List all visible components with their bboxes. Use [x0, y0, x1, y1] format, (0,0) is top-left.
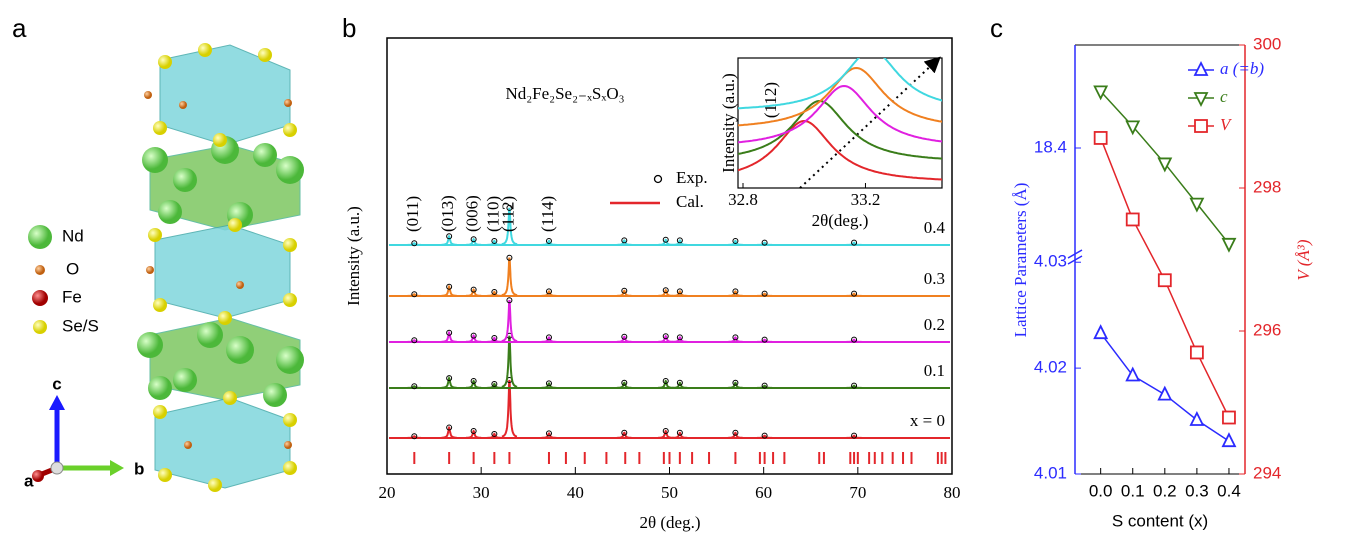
marker: [1223, 239, 1235, 251]
x-tick-label: 0.2: [1153, 481, 1177, 500]
peak-label: (006): [463, 195, 482, 232]
formula: Nd₂Fe₂Se₂₋ₓSₓO₃: [505, 84, 624, 103]
x-tick-label: 0.0: [1089, 481, 1113, 500]
series-label: 0.3: [924, 269, 945, 288]
legend-label: Cal.: [676, 192, 704, 211]
series-label: 0.2: [924, 315, 945, 334]
marker: [1159, 388, 1171, 400]
marker: [1095, 326, 1107, 338]
peak: [466, 336, 481, 342]
legend-label: Fe: [62, 287, 82, 306]
peak-label: (112): [498, 196, 517, 232]
crystal-structure: [137, 43, 304, 492]
inset-y-label: Intensity (a.u.): [719, 73, 738, 173]
peak: [502, 258, 517, 296]
x-tick-label: 70: [849, 483, 866, 502]
peak-label: (013): [438, 195, 457, 232]
y-tick-label: 294: [1253, 463, 1281, 482]
peak-label: (114): [538, 196, 557, 232]
peak: [658, 431, 673, 438]
x-tick-label: 40: [567, 483, 584, 502]
y-tick-label: 18.4: [1034, 137, 1067, 156]
y-tick-label: 296: [1253, 320, 1281, 339]
legend-label: V: [1220, 115, 1233, 134]
panel-label: c: [990, 13, 1003, 43]
axis-label: b: [134, 459, 144, 478]
legend-label: a (=b): [1220, 59, 1264, 78]
peak: [442, 428, 457, 438]
panel-label: b: [342, 13, 356, 43]
figure: a b c Nd O Fe Se/S c b a Nd₂Fe₂Se₂₋ₓSₓO₃…: [0, 0, 1359, 536]
marker: [1159, 274, 1171, 286]
peak: [658, 381, 673, 388]
peak: [502, 300, 517, 341]
marker: [1195, 93, 1207, 105]
x-axis-label: 2θ (deg.): [639, 513, 700, 532]
axis-label: c: [52, 374, 61, 393]
legend-label: Nd: [62, 226, 84, 245]
legend-label: Se/S: [62, 316, 99, 335]
structure-legend: Nd O Fe Se/S: [28, 225, 99, 335]
inset-x-label: 2θ(deg.): [812, 211, 869, 230]
panel-label: a: [12, 13, 27, 43]
legend-label: Exp.: [676, 168, 708, 187]
y-tick-label: 4.01: [1034, 463, 1067, 482]
x-tick-label: 0.3: [1185, 481, 1209, 500]
y2-axis-label: V (Å³): [1294, 239, 1313, 280]
marker: [1195, 120, 1207, 132]
peak-label: (011): [403, 196, 422, 232]
axis-label: a: [24, 471, 34, 490]
axis-triad: c b a: [24, 374, 144, 490]
x-tick-label: 60: [755, 483, 772, 502]
marker: [1195, 63, 1207, 75]
x-tick-label: 33.2: [851, 190, 881, 209]
y-tick-label: 300: [1253, 34, 1281, 53]
inset-peak-label: (112): [761, 82, 780, 118]
marker: [1095, 132, 1107, 144]
legend-label: c: [1220, 87, 1228, 106]
peak: [442, 378, 457, 388]
peak: [502, 336, 517, 387]
x-axis-label: S content (x): [1112, 511, 1208, 530]
marker: [1223, 412, 1235, 424]
x-tick-label: 30: [473, 483, 490, 502]
series-label: 0.4: [924, 218, 946, 237]
marker: [1191, 413, 1203, 425]
y-axis-label: Lattice Parameters (Å): [1011, 183, 1030, 338]
peak: [466, 290, 481, 296]
marker: [1223, 434, 1235, 446]
peak: [466, 381, 481, 388]
y-axis-label: Intensity (a.u.): [344, 206, 363, 306]
legend-marker: [655, 176, 662, 183]
x-tick-label: 80: [944, 483, 961, 502]
peak: [442, 287, 457, 296]
legend-label: O: [66, 259, 79, 278]
y-tick-label: 298: [1253, 177, 1281, 196]
marker: [1191, 346, 1203, 358]
peak: [442, 333, 457, 342]
x-tick-label: 32.8: [728, 190, 758, 209]
y-tick-label: 4.02: [1034, 358, 1067, 377]
x-tick-label: 0.1: [1121, 481, 1145, 500]
peak: [466, 431, 481, 438]
series-label: x = 0: [910, 411, 945, 430]
x-tick-label: 20: [379, 483, 396, 502]
x-tick-label: 50: [661, 483, 678, 502]
peak: [442, 236, 457, 245]
x-tick-label: 0.4: [1217, 481, 1241, 500]
y-tick-label: 4.03: [1034, 252, 1067, 271]
series-label: 0.1: [924, 361, 945, 380]
marker: [1127, 213, 1139, 225]
